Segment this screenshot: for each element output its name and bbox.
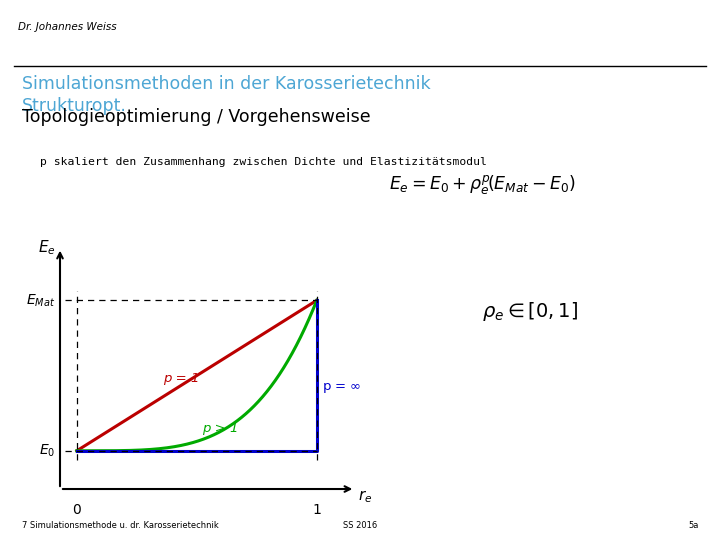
Text: 0: 0 xyxy=(73,503,81,517)
Text: $E_e$: $E_e$ xyxy=(37,239,55,257)
Text: p > 1: p > 1 xyxy=(202,422,238,435)
Text: p skaliert den Zusammenhang zwischen Dichte und Elastizitätsmodul: p skaliert den Zusammenhang zwischen Dic… xyxy=(40,157,487,167)
Text: $E_0$: $E_0$ xyxy=(39,443,55,459)
Text: 7 Simulationsmethode u. dr. Karosserietechnik: 7 Simulationsmethode u. dr. Karosseriete… xyxy=(22,521,218,530)
Text: SS 2016: SS 2016 xyxy=(343,521,377,530)
Text: 5a: 5a xyxy=(688,521,698,530)
Text: $\rho_e \in [0,1]$: $\rho_e \in [0,1]$ xyxy=(482,300,579,323)
Text: $E_e = E_0 + \rho_e^p\!\left(E_{Mat} - E_0\right)$: $E_e = E_0 + \rho_e^p\!\left(E_{Mat} - E… xyxy=(389,173,576,196)
Text: $E_{Mat}$: $E_{Mat}$ xyxy=(26,292,55,308)
Text: p = 1: p = 1 xyxy=(163,372,199,384)
Text: Simulationsmethoden in der Karosserietechnik
Strukturopt.: Simulationsmethoden in der Karosserietec… xyxy=(22,75,431,114)
Text: 1: 1 xyxy=(312,503,321,517)
Text: Dr. Johannes Weiss: Dr. Johannes Weiss xyxy=(18,22,117,32)
Text: $r_e$: $r_e$ xyxy=(358,488,372,504)
Text: p = $\infty$: p = $\infty$ xyxy=(322,381,361,395)
Text: Topologieoptimierung / Vorgehensweise: Topologieoptimierung / Vorgehensweise xyxy=(22,108,370,126)
